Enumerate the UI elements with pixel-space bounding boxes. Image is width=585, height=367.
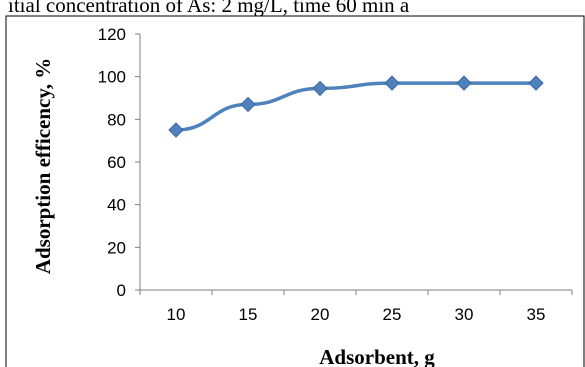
x-tick-label: 35 <box>527 305 546 324</box>
y-tick-label: 0 <box>117 281 126 300</box>
x-tick-label: 25 <box>383 305 402 324</box>
y-tick-label: 80 <box>107 110 126 129</box>
x-tick-label: 20 <box>311 305 330 324</box>
y-ticks: 0 20 40 60 80 100 120 <box>98 25 140 300</box>
x-tick-label: 10 <box>167 305 186 324</box>
data-point-marker <box>528 75 544 91</box>
data-point-marker <box>168 122 184 138</box>
y-tick-label: 100 <box>98 68 126 87</box>
chart-caption: itial concentration of As: 2 mg/L, time … <box>8 0 410 17</box>
chart-frame <box>5 15 585 367</box>
y-tick-label: 40 <box>107 196 126 215</box>
data-point-marker <box>384 75 400 91</box>
series-group <box>168 75 544 138</box>
y-tick-label: 60 <box>107 153 126 172</box>
y-axis-title: Adsorption efficency, % <box>31 58 55 274</box>
data-point-marker <box>456 75 472 91</box>
x-axis-title: Adsorbent, g <box>319 345 435 367</box>
x-ticks: 10 15 20 25 30 35 <box>139 290 573 324</box>
x-tick-label: 15 <box>239 305 258 324</box>
x-tick-label: 30 <box>455 305 474 324</box>
y-tick-label: 120 <box>98 25 126 44</box>
data-point-marker <box>312 80 328 97</box>
series-line <box>175 81 536 132</box>
data-point-marker <box>240 96 256 113</box>
y-tick-label: 20 <box>107 238 126 257</box>
